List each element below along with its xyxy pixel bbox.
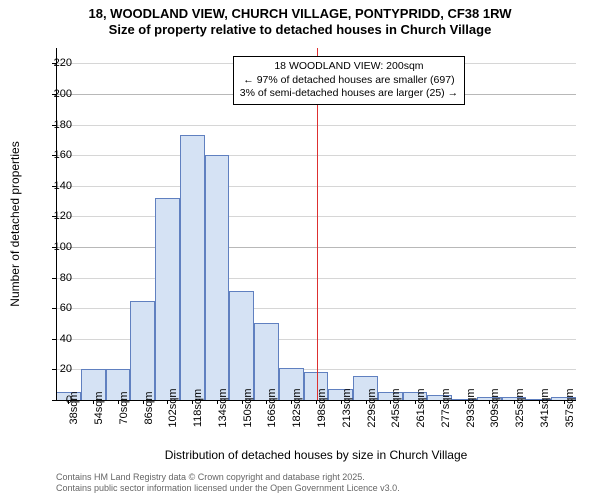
x-tick [192, 400, 193, 404]
footer-line-1: Contains HM Land Registry data © Crown c… [56, 472, 400, 483]
x-tick [118, 400, 119, 404]
x-tick [266, 400, 267, 404]
x-tick [489, 400, 490, 404]
x-tick [167, 400, 168, 404]
x-tick [415, 400, 416, 404]
x-tick-label: 229sqm [366, 388, 378, 427]
grid-line [56, 186, 576, 187]
x-tick-label: 86sqm [143, 391, 155, 424]
title-line-2: Size of property relative to detached ho… [0, 22, 600, 38]
y-tick [52, 369, 56, 370]
x-tick-label: 134sqm [217, 388, 229, 427]
grid-line [56, 125, 576, 126]
grid-line [56, 278, 576, 279]
x-tick-label: 325sqm [514, 388, 526, 427]
x-tick [93, 400, 94, 404]
x-tick [316, 400, 317, 404]
histogram-bar [205, 155, 230, 400]
x-tick-label: 245sqm [390, 388, 402, 427]
annotation-box: 18 WOODLAND VIEW: 200sqm ← 97% of detach… [233, 56, 465, 105]
x-tick [291, 400, 292, 404]
y-tick [52, 125, 56, 126]
footer-attribution: Contains HM Land Registry data © Crown c… [56, 472, 400, 494]
x-tick [539, 400, 540, 404]
y-tick [52, 247, 56, 248]
annotation-line-3: 3% of semi-detached houses are larger (2… [240, 87, 458, 101]
x-tick-label: 150sqm [242, 388, 254, 427]
x-tick-label: 293sqm [465, 388, 477, 427]
y-tick [52, 308, 56, 309]
x-tick [465, 400, 466, 404]
y-tick [52, 63, 56, 64]
x-tick-label: 357sqm [564, 388, 576, 427]
x-tick [514, 400, 515, 404]
x-tick [366, 400, 367, 404]
y-tick [52, 216, 56, 217]
x-tick [242, 400, 243, 404]
y-tick [52, 186, 56, 187]
x-tick-label: 213sqm [341, 388, 353, 427]
chart-title-block: 18, WOODLAND VIEW, CHURCH VILLAGE, PONTY… [0, 6, 600, 39]
x-tick-label: 102sqm [167, 388, 179, 427]
histogram-bar [130, 301, 155, 400]
y-tick [52, 155, 56, 156]
grid-line [56, 247, 576, 248]
title-line-1: 18, WOODLAND VIEW, CHURCH VILLAGE, PONTY… [0, 6, 600, 22]
x-tick-label: 261sqm [415, 388, 427, 427]
x-tick [390, 400, 391, 404]
x-tick [341, 400, 342, 404]
y-tick [52, 94, 56, 95]
y-tick [52, 339, 56, 340]
x-tick [440, 400, 441, 404]
x-tick-label: 182sqm [291, 388, 303, 427]
x-tick-label: 54sqm [93, 391, 105, 424]
x-tick-label: 277sqm [440, 388, 452, 427]
x-tick-label: 118sqm [192, 389, 204, 427]
histogram-chart: 18, WOODLAND VIEW, CHURCH VILLAGE, PONTY… [0, 0, 600, 500]
x-axis-label: Distribution of detached houses by size … [56, 448, 576, 462]
y-axis-line [56, 48, 57, 400]
annotation-line-1: 18 WOODLAND VIEW: 200sqm [240, 60, 458, 74]
x-tick [68, 400, 69, 404]
y-tick [52, 278, 56, 279]
x-tick [564, 400, 565, 404]
x-tick-label: 38sqm [68, 391, 80, 424]
annotation-line-2: ← 97% of detached houses are smaller (69… [240, 74, 458, 88]
histogram-bar [155, 198, 180, 400]
x-tick-label: 309sqm [489, 388, 501, 427]
y-axis-label: Number of detached properties [8, 141, 22, 306]
footer-line-2: Contains public sector information licen… [56, 483, 400, 494]
x-tick-label: 70sqm [118, 391, 130, 424]
x-tick-label: 341sqm [539, 388, 551, 427]
x-tick-label: 166sqm [266, 388, 278, 427]
y-tick [52, 400, 56, 401]
histogram-bar [229, 291, 254, 400]
x-tick [143, 400, 144, 404]
x-tick-label: 198sqm [316, 388, 328, 427]
grid-line [56, 216, 576, 217]
histogram-bar [180, 135, 205, 400]
grid-line [56, 155, 576, 156]
x-tick [217, 400, 218, 404]
